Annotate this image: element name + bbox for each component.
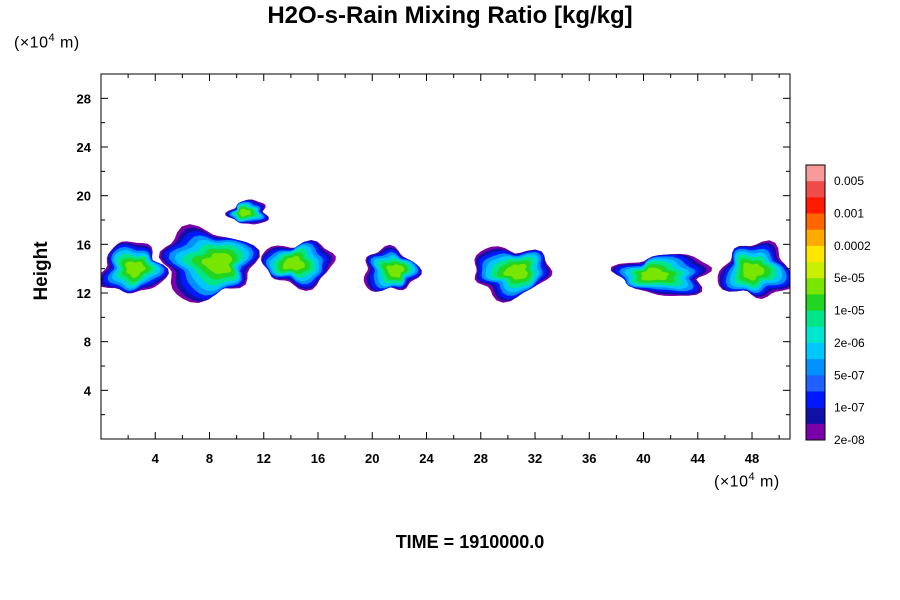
colorbar: 0.005 0.001 0.0002 5e-05 1e-05 2e-06 5e-07 1e-0… (805, 164, 871, 447)
colorbar-swatch (806, 213, 825, 231)
cloud-contour (282, 255, 305, 271)
y-tick-label: 20 (77, 189, 91, 204)
y-tick-label: 28 (77, 91, 91, 106)
colorbar-swatch (806, 165, 825, 182)
cloud-cell (610, 253, 712, 296)
cloud-cell (158, 224, 260, 303)
colorbar-swatch (806, 407, 825, 425)
cloud-cell (101, 241, 169, 294)
x-tick-label: 44 (691, 451, 706, 466)
y-axis-ticks: 4 8 12 16 20 24 28 (77, 91, 790, 416)
x-tick-label: 20 (365, 451, 379, 466)
colorbar-label: 1e-05 (834, 304, 865, 318)
x-tick-label: 4 (152, 451, 160, 466)
y-tick-label: 24 (77, 140, 92, 155)
x-tick-label: 32 (528, 451, 542, 466)
x-tick-label: 8 (206, 451, 213, 466)
y-axis-unit: (×104 m) (14, 32, 80, 52)
cloud-cells-layer (101, 199, 790, 303)
cloud-contour (239, 208, 251, 217)
x-tick-label: 40 (636, 451, 650, 466)
colorbar-frame (805, 164, 826, 441)
y-tick-label: 16 (77, 237, 91, 252)
x-tick-label: 28 (474, 451, 488, 466)
cloud-contour (503, 263, 528, 280)
cloud-cell (260, 240, 336, 291)
colorbar-label: 0.001 (834, 207, 864, 221)
x-tick-label: 12 (257, 451, 271, 466)
cloud-contour (125, 261, 146, 278)
x-tick-label: 48 (745, 451, 759, 466)
colorbar-swatch (806, 294, 825, 311)
x-axis-ticks: 4 8 12 16 20 24 28 32 36 40 44 48 (127, 74, 780, 466)
colorbar-swatch (806, 181, 825, 198)
cloud-cell (717, 240, 790, 299)
y-tick-label: 12 (77, 286, 91, 301)
colorbar-label: 0.0002 (834, 239, 871, 253)
cloud-contour (386, 264, 405, 278)
x-tick-label: 36 (582, 451, 596, 466)
x-axis-unit: (×104 m) (714, 471, 780, 491)
colorbar-swatch (806, 197, 825, 214)
colorbar-swatch (806, 342, 825, 360)
y-tick-label: 4 (84, 383, 92, 398)
chart-title: H2O-s-Rain Mixing Ratio [kg/kg] (267, 2, 633, 29)
cloud-contour (640, 267, 669, 281)
colorbar-swatch (806, 278, 825, 295)
colorbar-swatch (806, 423, 825, 441)
cloud-contour (201, 253, 233, 275)
colorbar-label: 5e-05 (834, 271, 865, 285)
colorbar-label: 0.005 (834, 174, 864, 188)
colorbar-label: 5e-07 (834, 368, 865, 382)
y-tick-label: 8 (84, 335, 91, 350)
plot-frame (100, 73, 791, 440)
time-value: 1910000.0 (459, 532, 545, 552)
colorbar-swatch (806, 262, 825, 279)
colorbar-swatch (806, 359, 825, 376)
x-tick-label: 16 (311, 451, 325, 466)
cloud-cell (363, 244, 422, 292)
colorbar-swatch (806, 326, 825, 344)
colorbar-swatch (806, 391, 825, 408)
colorbar-label: 2e-06 (834, 336, 865, 350)
colorbar-label: 1e-07 (834, 401, 865, 415)
x-tick-label: 24 (419, 451, 434, 466)
colorbar-swatch (806, 229, 825, 247)
colorbar-swatch (806, 310, 825, 328)
colorbar-swatch (806, 375, 825, 392)
cloud-contour (743, 262, 765, 281)
colorbar-swatch (806, 245, 825, 263)
time-label: TIME = 1910000.0 (395, 532, 545, 552)
colorbar-label: 2e-08 (834, 433, 865, 447)
cloud-cell (225, 199, 269, 225)
cloud-cell (474, 246, 553, 303)
